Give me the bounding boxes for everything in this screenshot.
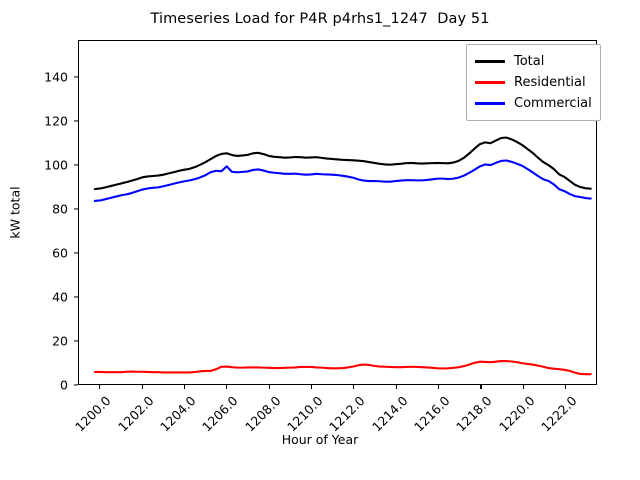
legend-swatch	[475, 102, 505, 105]
x-tick-mark	[226, 385, 228, 389]
x-tick-label: 1204.0	[156, 393, 199, 435]
y-tick-mark	[74, 120, 78, 122]
legend-item: Residential	[475, 72, 592, 93]
series-line-residential	[95, 361, 591, 374]
x-tick-mark	[353, 385, 355, 389]
legend-swatch	[475, 60, 505, 63]
y-tick-mark	[74, 384, 78, 386]
x-tick-label: 1222.0	[538, 393, 580, 435]
legend-label: Total	[514, 54, 545, 69]
legend-item: Total	[475, 51, 592, 72]
x-tick-mark	[183, 385, 185, 389]
y-tick-mark	[74, 252, 78, 254]
y-tick-label: 120	[44, 113, 68, 129]
legend-label: Residential	[514, 75, 586, 90]
x-axis-label: Hour of Year	[281, 432, 359, 447]
series-line-total	[95, 138, 591, 190]
x-tick-mark	[565, 385, 567, 389]
x-tick-label: 1220.0	[495, 393, 538, 435]
x-tick-mark	[522, 385, 524, 389]
y-tick-mark	[74, 76, 78, 78]
y-tick-label: 20	[52, 333, 68, 349]
legend-swatch	[475, 81, 505, 84]
x-tick-label: 1212.0	[326, 393, 368, 435]
x-tick-label: 1202.0	[114, 393, 157, 435]
y-tick-mark	[74, 208, 78, 210]
x-tick-label: 1218.0	[453, 393, 496, 435]
legend-item: Commercial	[475, 93, 592, 114]
x-tick-mark	[141, 385, 143, 389]
chart-legend: Total Residential Commercial	[466, 44, 601, 121]
y-tick-label: 80	[52, 201, 68, 217]
x-tick-label: 1208.0	[241, 393, 284, 435]
x-tick-label: 1210.0	[284, 393, 326, 435]
y-tick-mark	[74, 296, 78, 298]
legend-label: Commercial	[514, 96, 592, 111]
y-tick-label: 0	[60, 377, 68, 393]
x-tick-mark	[395, 385, 397, 389]
y-axis: 0 20 40 60 80 100 120 140	[0, 40, 78, 393]
y-tick-label: 140	[44, 69, 68, 85]
x-tick-label: 1214.0	[368, 393, 411, 435]
x-tick-mark	[438, 385, 440, 389]
y-tick-label: 40	[52, 289, 68, 305]
x-tick-mark	[99, 385, 101, 389]
plot-lines	[79, 41, 596, 384]
x-tick-label: 1216.0	[411, 393, 453, 435]
x-axis: 1200.0 1202.0 1204.0 1206.0 1208.0 1210.0 1212…	[72, 385, 597, 480]
series-line-commercial	[95, 161, 591, 201]
x-tick-mark	[311, 385, 313, 389]
y-tick-mark	[74, 164, 78, 166]
y-tick-label: 100	[44, 157, 68, 173]
x-tick-mark	[480, 385, 482, 389]
chart-title: Timeseries Load for P4R p4rhs1_1247 Day …	[150, 11, 490, 27]
x-tick-label: 1206.0	[199, 393, 241, 435]
x-tick-mark	[268, 385, 270, 389]
y-tick-mark	[74, 340, 78, 342]
y-tick-label: 60	[52, 245, 68, 261]
x-tick-label: 1200.0	[72, 393, 114, 435]
